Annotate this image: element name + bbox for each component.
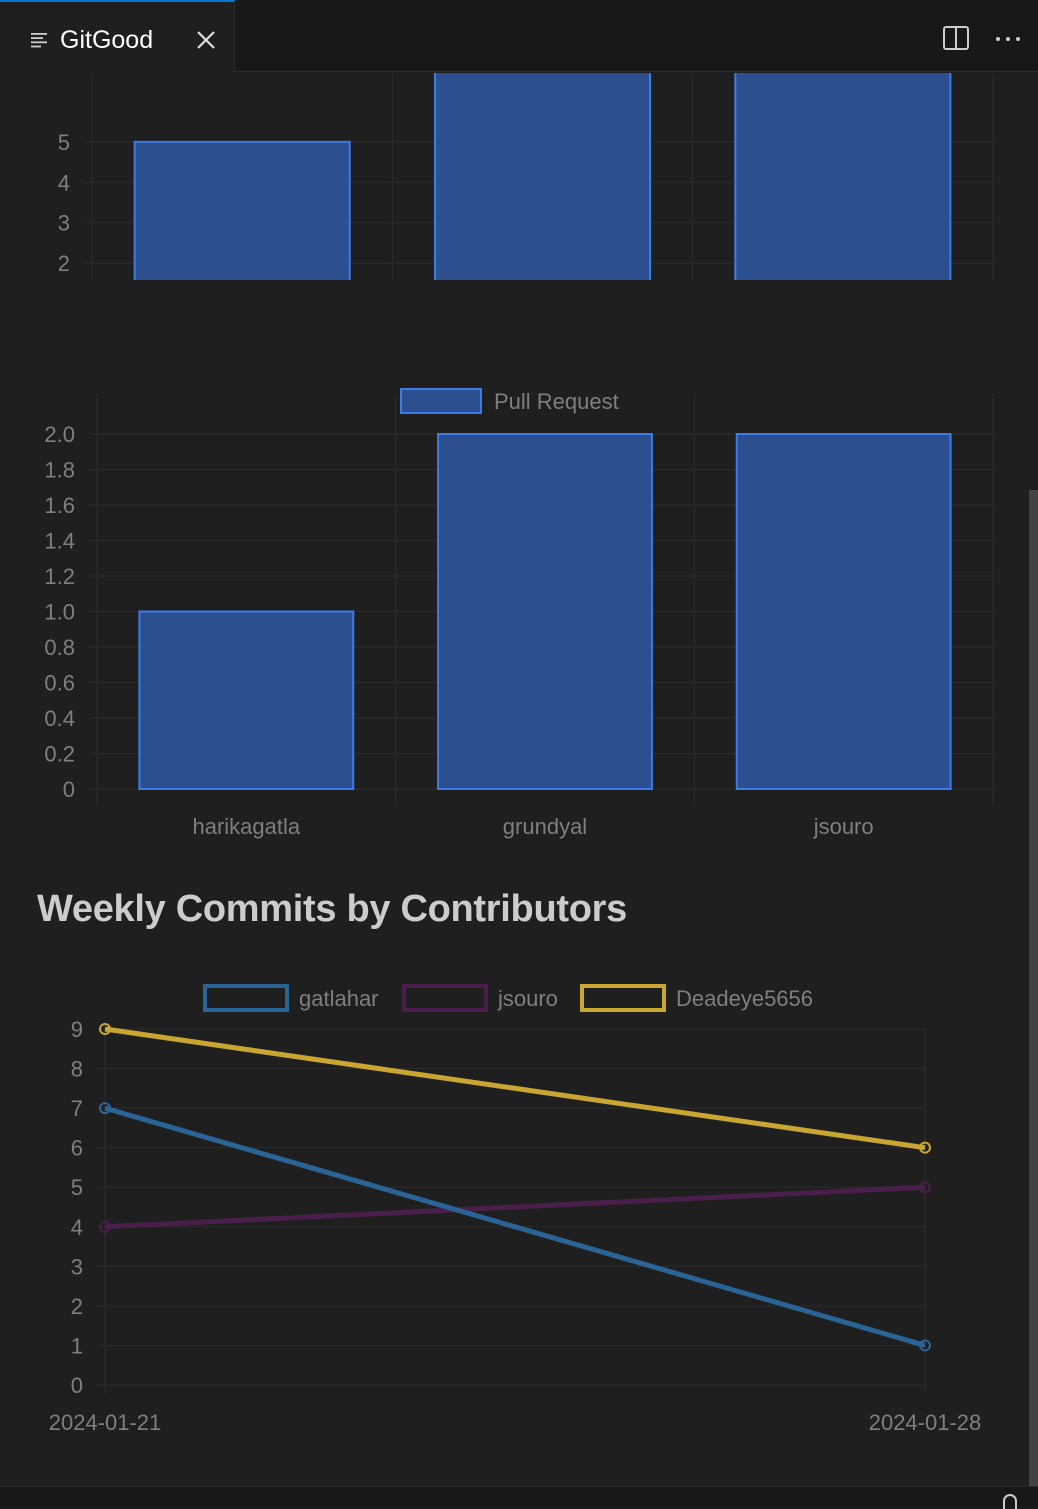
y-tick-label: 9 [71, 1017, 83, 1042]
series-line-gatlahar [104, 1105, 926, 1348]
webview-content: 012345harikagatlagrundyaljsouro 00.20.40… [0, 73, 1038, 1486]
legend-label: Pull Request [494, 389, 619, 414]
preview-lines-icon [31, 33, 47, 48]
tab-title: GitGood [60, 26, 154, 54]
y-tick-label: 0 [71, 1373, 83, 1398]
y-tick-label: 5 [58, 130, 70, 155]
x-tick-label: harikagatla [193, 814, 301, 839]
y-tick-label: 0.4 [44, 706, 75, 731]
y-tick-label: 1.2 [44, 564, 75, 589]
data-point [919, 1339, 931, 1352]
series-line-jsouro [104, 1184, 926, 1230]
bell-icon[interactable] [1000, 1493, 1020, 1509]
editor-tab-bar: GitGood [0, 0, 1038, 73]
y-tick-label: 0.2 [44, 742, 75, 767]
x-tick-label: 2024-01-21 [49, 1410, 162, 1435]
legend-label: jsouro [497, 986, 558, 1011]
y-tick-label: 1.0 [44, 600, 75, 625]
y-tick-label: 8 [71, 1057, 83, 1082]
y-tick-label: 2.0 [44, 422, 75, 447]
pull-request-bar-chart: 0 0.2 0.4 0.6 0.8 1.0 1.2 1.4 1.6 1.8 2.0 harikagat… [44, 388, 994, 839]
y-tick-label: 3 [71, 1254, 83, 1279]
y-tick-label: 0 [63, 777, 75, 802]
y-tick-label: 2 [58, 251, 70, 276]
vertical-scrollbar[interactable] [1029, 490, 1038, 1486]
close-icon[interactable] [193, 27, 219, 53]
weekly-commits-line-chart: 0 1 2 3 4 5 6 7 8 9 2024-01-21 2024-01-28 gatlahar js… [49, 984, 982, 1435]
bar [138, 610, 355, 790]
contributor-bar-chart-top: 012345harikagatlagrundyaljsouro [58, 73, 994, 280]
x-tick-label: grundyal [503, 814, 587, 839]
more-actions-icon[interactable] [992, 24, 1024, 52]
legend-label: Deadeye5656 [676, 986, 813, 1011]
y-tick-label: 2 [71, 1294, 83, 1319]
bar [133, 140, 351, 280]
legend-swatch [203, 984, 289, 1012]
y-tick-label: 4 [58, 170, 70, 195]
y-tick-label: 6 [71, 1136, 83, 1161]
bar [437, 433, 653, 790]
data-point [919, 1181, 931, 1194]
bar [433, 73, 652, 280]
series-line-Deadeye5656 [104, 1026, 926, 1151]
y-tick-label: 5 [71, 1175, 83, 1200]
y-tick-label: 3 [58, 211, 70, 236]
y-tick-label: 1 [71, 1333, 83, 1358]
data-point [99, 1102, 111, 1115]
status-bar [0, 1486, 1038, 1509]
legend-label: gatlahar [299, 986, 379, 1011]
tab-gitgood[interactable]: GitGood [0, 0, 235, 73]
legend-swatch [580, 984, 666, 1012]
data-point [99, 1220, 111, 1233]
y-tick-label: 0.6 [44, 671, 75, 696]
bar [735, 433, 952, 790]
y-tick-label: 1.6 [44, 493, 75, 518]
bar [734, 73, 952, 280]
data-point [99, 1023, 111, 1035]
y-tick-label: 1.4 [44, 529, 75, 554]
x-tick-label: jsouro [813, 814, 874, 839]
y-tick-label: 1.8 [44, 458, 75, 483]
section-title: Weekly Commits by Contributors [37, 888, 627, 930]
data-point [919, 1141, 931, 1154]
x-tick-label: 2024-01-28 [869, 1410, 982, 1435]
y-tick-label: 4 [71, 1215, 83, 1240]
legend-swatch [402, 984, 488, 1012]
y-tick-label: 0.8 [44, 635, 75, 660]
y-tick-label: 7 [71, 1096, 83, 1121]
split-editor-icon[interactable] [942, 24, 970, 52]
legend-swatch [400, 388, 482, 414]
